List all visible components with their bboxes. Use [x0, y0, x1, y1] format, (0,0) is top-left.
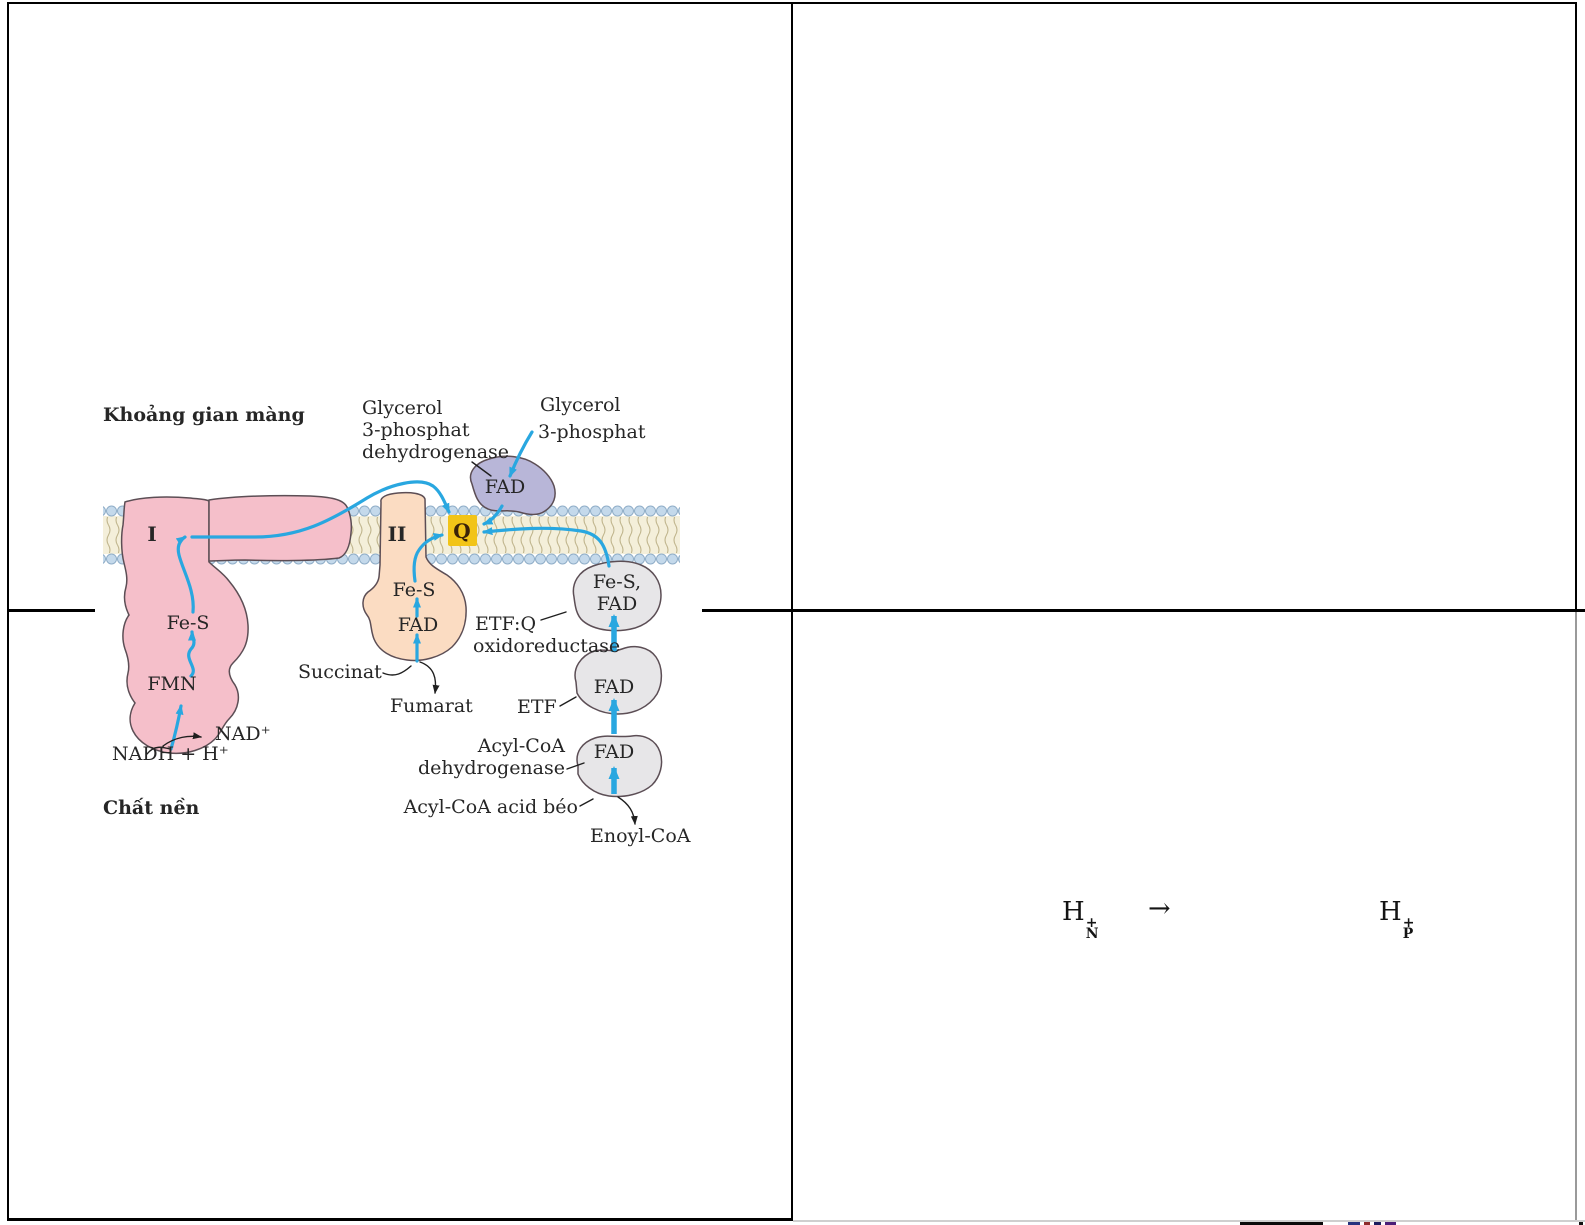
table-border-right-bottom — [1575, 612, 1577, 1221]
etc-figure: Khoảng gian màng Chất nền Glycerol 3-pho… — [95, 385, 702, 855]
arrow-to-enoyl — [617, 796, 638, 825]
nadh-label: NADH + H⁺ — [112, 743, 229, 765]
glycerol-dh-pointer — [471, 461, 492, 477]
arrow-glycerol3p-to-fad — [508, 430, 534, 478]
arrow-complex-i-to-q — [190, 480, 451, 539]
acyl-dh-name-label-1: Acyl-CoA — [477, 735, 566, 757]
proton-term-p-supsub: + P — [1402, 915, 1415, 942]
cutoff-artifact — [1579, 1222, 1583, 1225]
arrow-nadh-to-fmn — [169, 704, 184, 751]
etf-name-label: ETF — [517, 696, 557, 718]
etfq-fes-label: Fe-S, — [593, 571, 641, 593]
proton-term-n-base: H — [1062, 897, 1085, 927]
glycerol-fad-label: FAD — [485, 476, 526, 498]
proton-term-p-base: H — [1379, 897, 1402, 927]
proton-term-n-sub: N — [1085, 926, 1099, 942]
glycerol-dh-label-1: Glycerol — [362, 397, 442, 419]
arrow-fes-to-q-complex-ii — [412, 532, 444, 583]
acyl-coa-fatty-label: Acyl-CoA acid béo — [403, 796, 578, 818]
arrow-fes-to-top — [175, 535, 195, 614]
etfq-oxidoreductase-blob — [572, 560, 662, 632]
complex-i-label: I — [147, 522, 156, 546]
matrix-label: Chất nền — [103, 797, 200, 819]
complex-i-arm — [208, 494, 353, 562]
ubiquinone-box — [448, 515, 477, 546]
glycerol-3p-label-1: Glycerol — [540, 394, 620, 416]
complex-ii-fad-label: FAD — [398, 614, 439, 636]
etfq-name-label-2: oxidoreductase — [473, 635, 620, 657]
glycerol-dh-label-3: dehydrogenase — [362, 441, 509, 463]
etfq-fad-label: FAD — [597, 593, 638, 615]
table-border-bottom-right — [793, 1220, 1585, 1222]
fumarate-label: Fumarat — [390, 695, 473, 717]
table-divider-horizontal — [7, 609, 1585, 612]
nadh-connector — [146, 746, 171, 755]
glycerol-dh-blob — [469, 455, 556, 516]
acyl-dh-label-pointer — [566, 762, 585, 770]
acyl-coa-label-pointer — [579, 798, 594, 807]
arrow-glycerol-fad-to-q — [482, 504, 504, 526]
etfq-name-label-1: ETF:Q — [475, 613, 536, 635]
arrow-to-fumarate — [419, 661, 440, 694]
succinate-label: Succinat — [298, 661, 382, 683]
etf-label-pointer — [559, 696, 577, 707]
reaction-arrow: → — [1148, 893, 1171, 924]
complex-i-fes-label: Fe-S — [167, 612, 210, 634]
etf-fad-label: FAD — [594, 676, 635, 698]
complex-i-fmn-label: FMN — [147, 673, 196, 695]
proton-term-p-sup: + — [1402, 915, 1415, 931]
acyl-dh-name-label-2: dehydrogenase — [418, 757, 565, 779]
arrow-etfq-to-q — [482, 526, 611, 568]
cutoff-artifact — [1348, 1222, 1360, 1225]
cutoff-artifact — [1374, 1222, 1381, 1225]
complex-ii-label: II — [388, 522, 407, 546]
nad-label: NAD⁺ — [215, 723, 271, 745]
glycerol-dh-label-2: 3-phosphat — [362, 419, 470, 441]
intermembrane-space-label: Khoảng gian màng — [103, 404, 305, 426]
proton-term-p: H + P — [1379, 897, 1415, 942]
etc-figure-svg: Khoảng gian màng Chất nền Glycerol 3-pho… — [103, 394, 691, 847]
cutoff-artifact — [1385, 1222, 1396, 1225]
arrow-to-nad — [162, 732, 202, 747]
glycerol-3p-label-2: 3-phosphat — [538, 421, 646, 443]
proton-term-n-sup: + — [1085, 915, 1098, 931]
proton-term-p-sub: P — [1402, 926, 1414, 942]
ubiquinone-label: Q — [453, 519, 470, 543]
etfq-label-pointer — [540, 611, 567, 621]
table-border-right-top — [1575, 2, 1577, 612]
table-border-bottom-left — [7, 1218, 793, 1221]
proton-term-n-supsub: + N — [1085, 915, 1099, 942]
cutoff-artifact-bar — [1240, 1222, 1323, 1225]
succinate-connector — [382, 665, 412, 676]
proton-term-n: H + N — [1062, 897, 1099, 942]
etf-blob — [574, 645, 663, 715]
cutoff-artifact — [1364, 1222, 1370, 1225]
acyl-fad-label: FAD — [594, 741, 635, 763]
arrow-fmn-to-fes — [187, 630, 197, 678]
complex-ii-fes-label: Fe-S — [393, 579, 436, 601]
complex-i-blob — [120, 496, 249, 755]
enoyl-label: Enoyl-CoA — [590, 825, 691, 847]
